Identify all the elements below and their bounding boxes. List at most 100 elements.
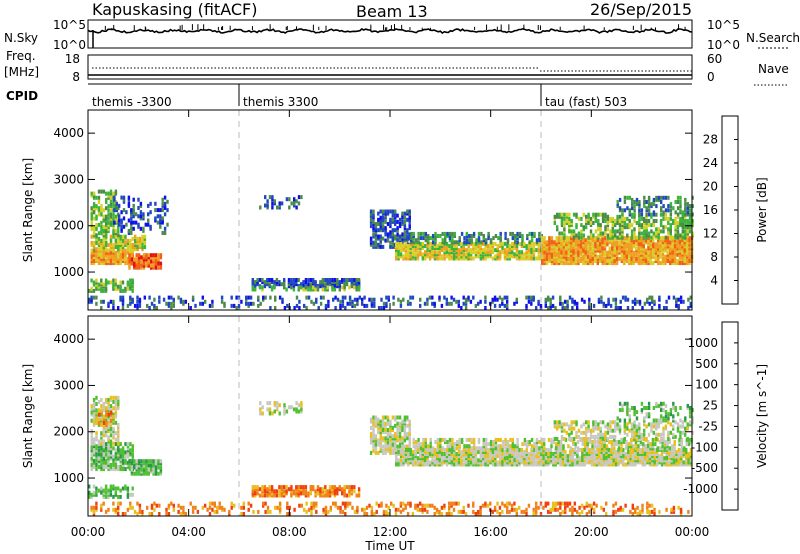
velocity-echo-cell	[285, 409, 289, 414]
velocity-echo-cell	[414, 456, 417, 461]
power-echo-cell	[496, 248, 499, 253]
power-echo-cell	[100, 225, 103, 229]
power-echo-cell	[501, 248, 504, 253]
power-echo-cell	[614, 229, 617, 234]
power-echo-cell	[547, 295, 550, 300]
power-echo-cell	[494, 241, 497, 246]
power-echo-cell	[97, 256, 101, 261]
velocity-echo-cell	[403, 417, 407, 422]
power-echo-cell	[235, 306, 238, 310]
power-echo-cell	[372, 242, 375, 247]
power-echo-cell	[404, 256, 408, 261]
power-echo-cell	[304, 287, 308, 292]
velocity-echo-cell	[299, 491, 303, 496]
power-echo-cell	[636, 299, 639, 304]
velocity-echo-cell	[629, 450, 632, 454]
power-echo-cell	[391, 230, 394, 235]
power-echo-cell	[553, 261, 556, 266]
power-echo-cell	[433, 303, 436, 308]
velocity-echo-cell	[259, 411, 262, 416]
velocity-echo-cell	[386, 432, 390, 437]
velocity-echo-cell	[530, 444, 534, 449]
velocity-echo-cell	[533, 444, 536, 449]
power-echo-cell	[457, 303, 460, 308]
power-echo-cell	[372, 222, 375, 226]
velocity-echo-cell	[598, 444, 601, 449]
power-echo-cell	[662, 229, 665, 234]
power-echo-cell	[506, 252, 509, 257]
velocity-echo-cell	[157, 461, 160, 466]
power-echo-cell	[644, 261, 648, 266]
power-echo-cell	[295, 280, 298, 285]
power-echo-cell	[496, 297, 499, 302]
power-echo-cell	[436, 252, 439, 257]
power-echo-cell	[453, 254, 456, 259]
power-echo-cell	[599, 259, 602, 263]
power-echo-cell	[591, 250, 595, 255]
power-echo-cell	[431, 254, 434, 259]
power-echo-cell	[369, 211, 373, 216]
power-echo-cell	[571, 297, 574, 302]
velocity-echo-cell	[112, 427, 115, 431]
power-echo-cell	[683, 261, 686, 266]
velocity-echo-cell	[297, 485, 300, 490]
power-echo-cell	[611, 231, 614, 236]
power-echo-cell	[615, 244, 619, 249]
velocity-echo-cell	[506, 456, 509, 461]
power-echo-cell	[618, 223, 622, 228]
power-echo-cell	[119, 280, 122, 285]
velocity-echo-cell	[389, 434, 392, 439]
power-echo-cell	[147, 212, 150, 217]
power-echo-cell	[321, 287, 324, 292]
velocity-echo-cell	[109, 450, 113, 455]
power-echo-cell	[142, 253, 146, 258]
velocity-echo-cell	[391, 450, 394, 455]
power-echo-cell	[120, 224, 123, 229]
power-echo-cell	[550, 246, 554, 251]
power-echo-cell	[278, 201, 281, 206]
power-echo-cell	[662, 212, 665, 217]
power-echo-cell	[97, 252, 101, 257]
power-echo-cell	[275, 282, 279, 287]
velocity-echo-cell	[646, 460, 649, 465]
power-echo-cell	[591, 248, 595, 253]
cpid-row: CPID themis -3300 themis 3300 tau (fast) 5…	[6, 83, 692, 109]
velocity-echo-cell	[324, 489, 327, 494]
velocity-echo-cell	[109, 397, 113, 402]
power-echo-cell	[463, 240, 466, 245]
power-echo-cell	[474, 250, 478, 255]
power-echo-cell	[270, 287, 274, 292]
velocity-echo-cell	[119, 488, 122, 493]
power-echo-cell	[479, 250, 482, 255]
power-echo-cell	[88, 297, 91, 302]
power-echo-cell	[684, 225, 687, 230]
power-echo-cell	[541, 244, 544, 249]
velocity-echo-cell	[612, 458, 615, 463]
velocity-echo-cell	[574, 444, 577, 449]
power-echo-cell	[324, 278, 327, 282]
velocity-echo-cell	[316, 485, 320, 490]
power-echo-cell	[462, 301, 465, 306]
power-echo-cell	[676, 246, 679, 251]
velocity-echo-cell	[261, 411, 264, 416]
velocity-echo-cell	[424, 446, 427, 451]
power-echo-cell	[417, 231, 420, 236]
velocity-echo-cell	[287, 487, 291, 492]
velocity-echo-cell	[496, 462, 499, 467]
velocity-echo-cell	[607, 458, 610, 463]
power-echo-cell	[679, 200, 682, 204]
power-echo-cell	[273, 201, 276, 206]
power-echo-cell	[105, 247, 108, 252]
power-echo-cell	[130, 261, 134, 266]
velocity-echo-cell	[117, 456, 120, 461]
power-echo-cell	[166, 208, 169, 213]
velocity-echo-cell	[343, 491, 346, 496]
power-echo-cell	[624, 295, 627, 300]
velocity-echo-cell	[656, 454, 659, 459]
velocity-echo-cell	[496, 447, 499, 452]
velocity-echo-cell	[468, 446, 471, 451]
power-echo-cell	[683, 240, 686, 245]
power-echo-cell	[326, 282, 329, 287]
power-echo-cell	[166, 222, 169, 227]
power-echo-cell	[657, 227, 660, 232]
